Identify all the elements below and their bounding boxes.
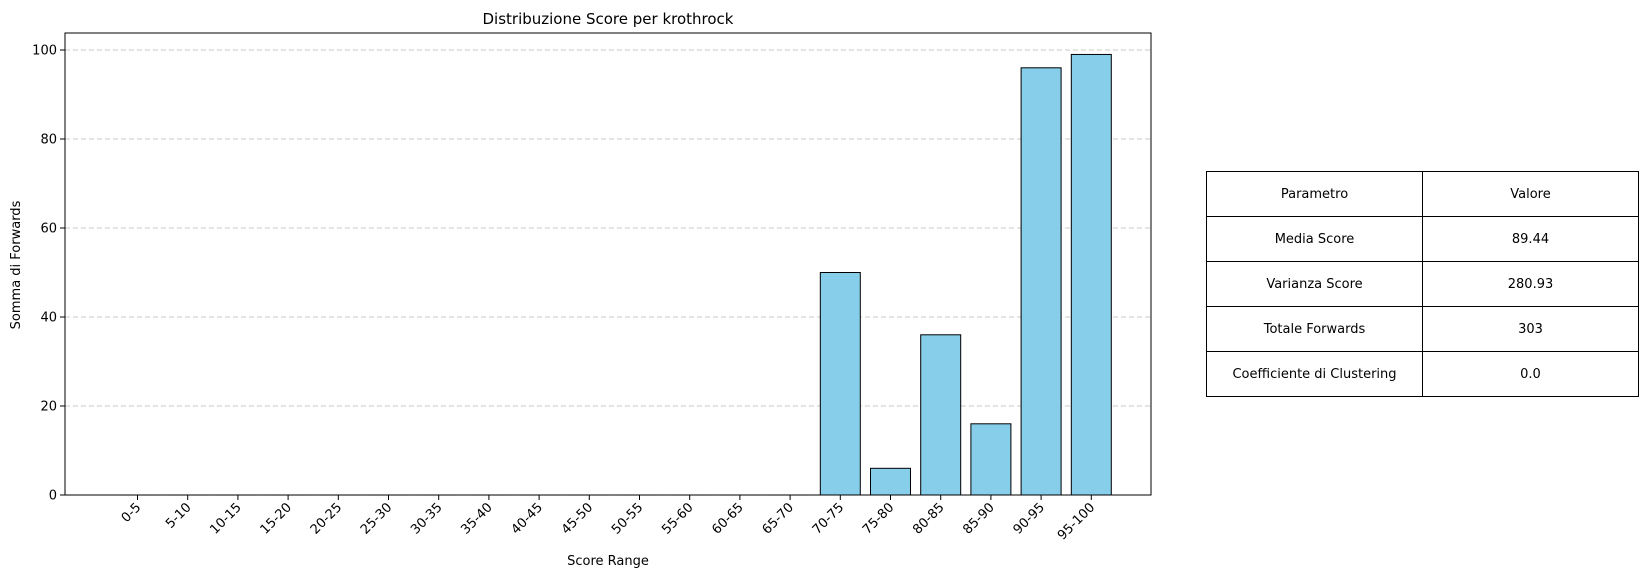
x-tick-label: 0-5 [119,500,145,526]
x-tick-label: 50-55 [609,500,646,537]
x-tick-label: 65-70 [760,500,797,537]
table-header-cell: Parametro [1206,171,1423,217]
x-tick-label: 35-40 [458,500,495,537]
bars [117,53,1112,496]
bar-75-80 [870,467,911,496]
table-cell-valore: 280.93 [1422,261,1639,307]
table-header-row: Parametro Valore [1206,171,1639,217]
table-row: Coefficiente di Clustering 0.0 [1206,351,1639,397]
bar-85-90 [970,423,1012,496]
table-row: Totale Forwards 303 [1206,306,1639,352]
table-cell-valore: 303 [1422,306,1639,352]
table-cell-parametro: Totale Forwards [1206,306,1423,352]
x-tick-label: 70-75 [810,500,847,537]
plot-frame [64,32,1152,496]
x-axis-label: Score Range [567,554,649,569]
x-tick-label: 55-60 [659,500,696,537]
y-axis-label: Somma di Forwards [9,200,24,329]
x-tick-label: 75-80 [860,500,897,537]
table-cell-parametro: Media Score [1206,216,1423,262]
table-cell-parametro: Coefficiente di Clustering [1206,351,1423,397]
x-tick-label: 25-30 [358,500,395,537]
stats-table: Parametro Valore Media Score 89.44 Varia… [1206,171,1639,397]
bar-70-75 [819,272,861,496]
table-header-cell: Valore [1422,171,1639,217]
y-tick-label: 80 [40,133,57,148]
x-tick-label: 85-90 [960,500,997,537]
table-cell-valore: 89.44 [1422,216,1639,262]
table-row: Media Score 89.44 [1206,216,1639,262]
x-ticks: 0-5 5-10 10-15 15-20 20-25 25-30 30-35 35-40 40-… [119,495,1098,543]
x-tick-label: 45-50 [559,500,596,537]
x-tick-label: 30-35 [408,500,445,537]
x-tick-label: 20-25 [308,500,345,537]
y-tick-label: 20 [40,400,57,415]
x-tick-label: 90-95 [1011,500,1048,537]
x-tick-label: 80-85 [910,500,947,537]
gridlines [65,49,1151,407]
x-tick-label: 95-100 [1055,500,1098,543]
x-tick-label: 15-20 [258,500,295,537]
table-cell-valore: 0.0 [1422,351,1639,397]
x-tick-label: 5-10 [163,500,194,531]
y-tick-label: 60 [40,222,57,237]
chart-title: Distribuzione Score per krothrock [482,10,733,28]
bar-80-85 [920,334,962,496]
y-ticks: 0 20 40 60 80 100 [32,44,65,504]
x-tick-label: 60-65 [709,500,746,537]
bar-95-100 [1070,53,1112,496]
y-tick-label: 40 [40,311,57,326]
table-row: Varianza Score 280.93 [1206,261,1639,307]
x-tick-label: 40-45 [509,500,546,537]
y-tick-label: 0 [49,489,57,504]
x-tick-label: 10-15 [207,500,244,537]
y-tick-label: 100 [32,44,57,59]
table-cell-parametro: Varianza Score [1206,261,1423,307]
bar-90-95 [1020,67,1062,496]
